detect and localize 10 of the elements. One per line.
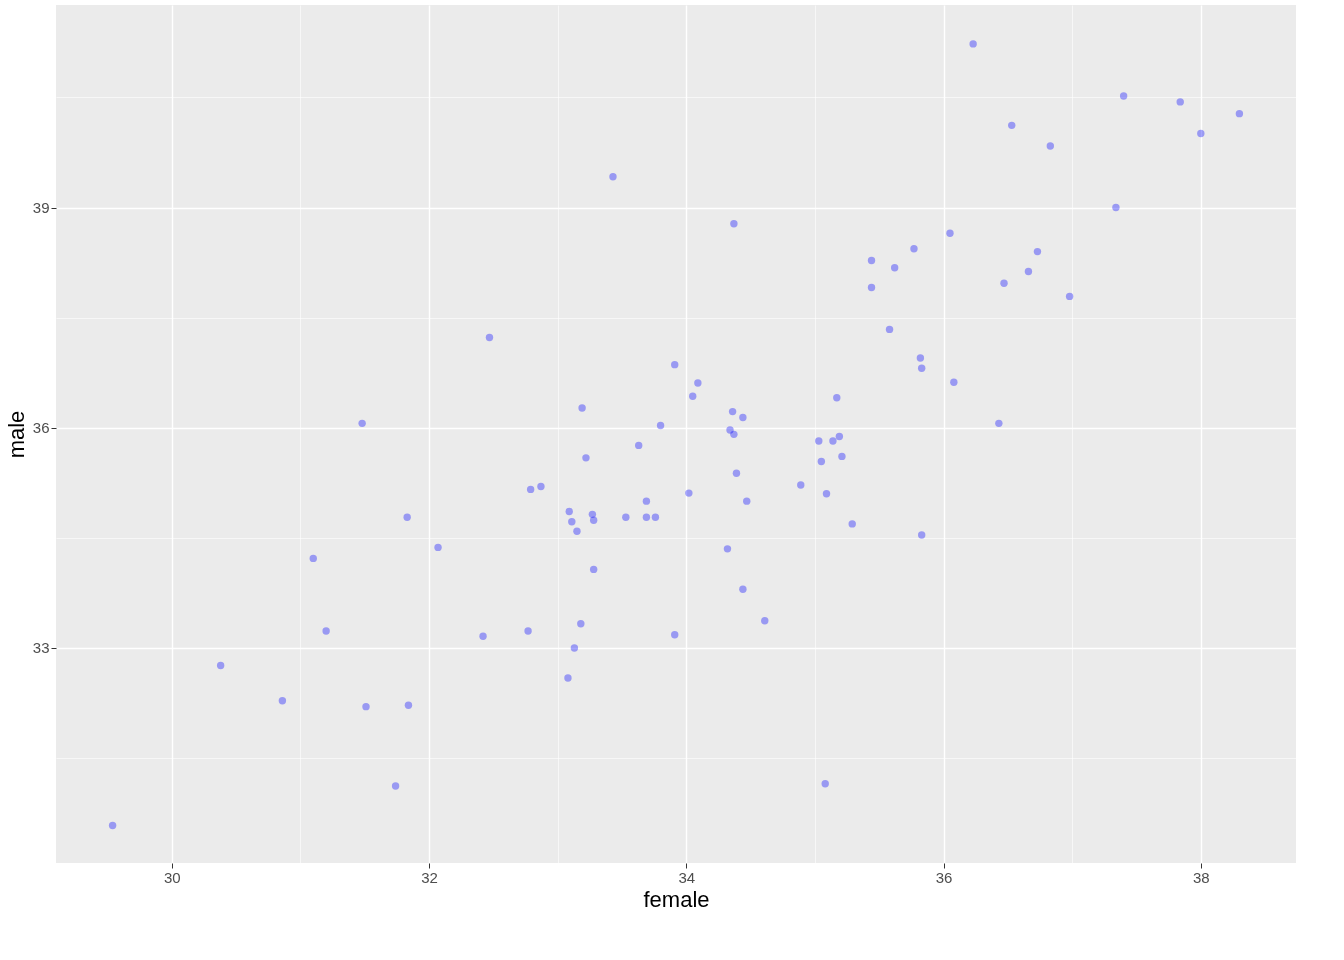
x-tick-label: 34 (678, 868, 696, 886)
x-tick-label: 30 (163, 868, 181, 886)
x-axis-title: female (643, 886, 710, 912)
y-tick-label: 33 (32, 639, 50, 657)
y-tick-label: 39 (32, 199, 50, 217)
x-tick-label: 38 (1192, 868, 1210, 886)
x-tick-label: 32 (421, 868, 438, 886)
y-axis-title: male (3, 410, 29, 459)
y-tick-label: 36 (32, 419, 50, 437)
x-tick-label: 36 (935, 868, 953, 886)
